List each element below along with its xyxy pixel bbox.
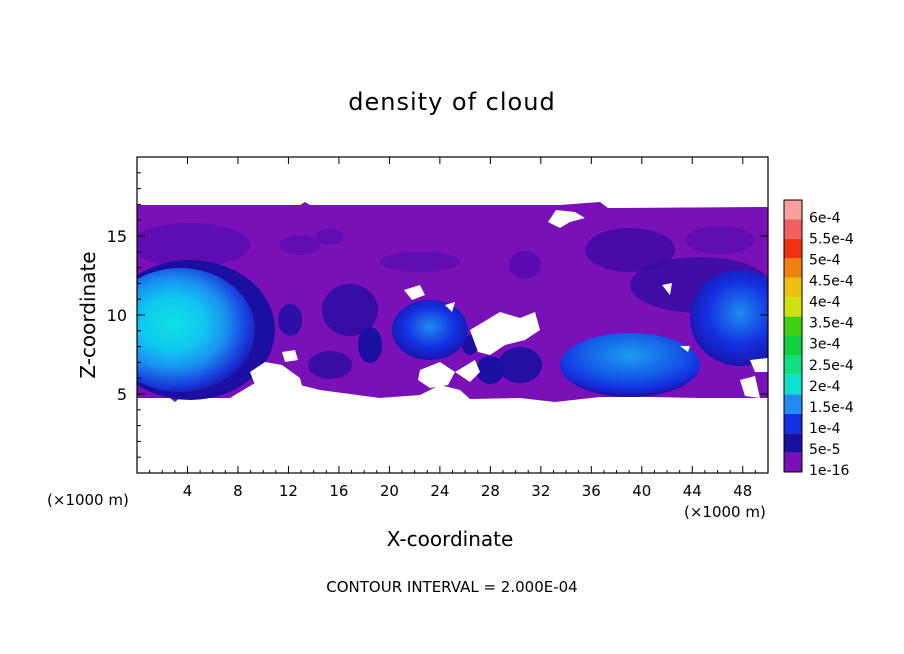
- colorbar-label: 1.5e-4: [809, 400, 854, 416]
- x-tick-label: 48: [733, 482, 752, 500]
- colorbar-swatch: [784, 316, 802, 336]
- x-tick-label: 36: [582, 482, 601, 500]
- colorbar-label: 3.5e-4: [809, 316, 854, 332]
- y-tick-label: 10: [107, 306, 127, 325]
- y-axis-label: Z-coordinate: [76, 251, 100, 379]
- colorbar-label: 1e-16: [809, 463, 849, 479]
- x-axis-label: X-coordinate: [0, 527, 904, 551]
- chart-title: density of cloud: [348, 88, 556, 116]
- cloud-field: [137, 202, 768, 402]
- y-tick-label: 15: [107, 227, 127, 246]
- colorbar-swatch: [784, 238, 802, 259]
- x-tick-label: 16: [329, 482, 348, 500]
- colorbar-label: 2e-4: [809, 379, 841, 395]
- y-axis-ticks: 5 10 15: [107, 172, 768, 458]
- x-tick-label: 12: [279, 482, 298, 500]
- colorbar-label: 3e-4: [809, 337, 841, 353]
- colorbar-label: 4e-4: [809, 295, 841, 311]
- colorbar-swatch: [784, 336, 802, 356]
- x-tick-label: 24: [430, 482, 449, 500]
- x-tick-label: 28: [481, 482, 500, 500]
- colorbar-swatch: [784, 297, 802, 317]
- x-tick-label: 32: [531, 482, 550, 500]
- colorbar-label: 5.5e-4: [809, 231, 854, 247]
- x-axis-unit-right: (×1000 m): [684, 503, 766, 521]
- colorbar-swatch: [784, 200, 802, 220]
- colorbar-label: 2.5e-4: [809, 358, 854, 374]
- colorbar-swatch: [784, 413, 802, 434]
- colorbar-frame: [783, 199, 803, 473]
- colorbar-swatch: [784, 219, 802, 239]
- x-tick-label: 44: [683, 482, 702, 500]
- colorbar-swatch: [784, 277, 802, 298]
- colorbar-label: 6e-4: [809, 210, 841, 226]
- colorbar-label: 5e-5: [809, 442, 840, 458]
- colorbar-swatch: [784, 355, 802, 375]
- x-axis-label-text: X-coordinate: [386, 527, 514, 551]
- colorbar-swatch: [784, 452, 802, 472]
- colorbar-swatch: [784, 374, 802, 395]
- colorbar-label: 5e-4: [809, 253, 841, 269]
- colorbar-swatch: [784, 433, 802, 453]
- colorbar-label: 1e-4: [809, 421, 841, 437]
- colorbar-swatch: [784, 394, 802, 414]
- colorbar-label: 4.5e-4: [809, 274, 854, 290]
- x-axis-unit-left: (×1000 m): [47, 491, 129, 509]
- x-tick-label: 8: [233, 482, 243, 500]
- colorbar: 1e-16 5e-5 1e-4 1.5e-4 2e-4 2.5e-4 3e-4 3.5e-4 4…: [783, 199, 854, 479]
- contour-interval-note: CONTOUR INTERVAL = 2.000E-04: [326, 578, 578, 596]
- colorbar-swatch: [784, 258, 802, 278]
- x-tick-label: 20: [380, 482, 399, 500]
- y-tick-label: 5: [117, 385, 127, 404]
- x-tick-label: 40: [632, 482, 651, 500]
- x-axis-ticks: 4 8 12 16 20 24 28 32 36 40 44 48: [149, 157, 756, 500]
- x-tick-label: 4: [183, 482, 193, 500]
